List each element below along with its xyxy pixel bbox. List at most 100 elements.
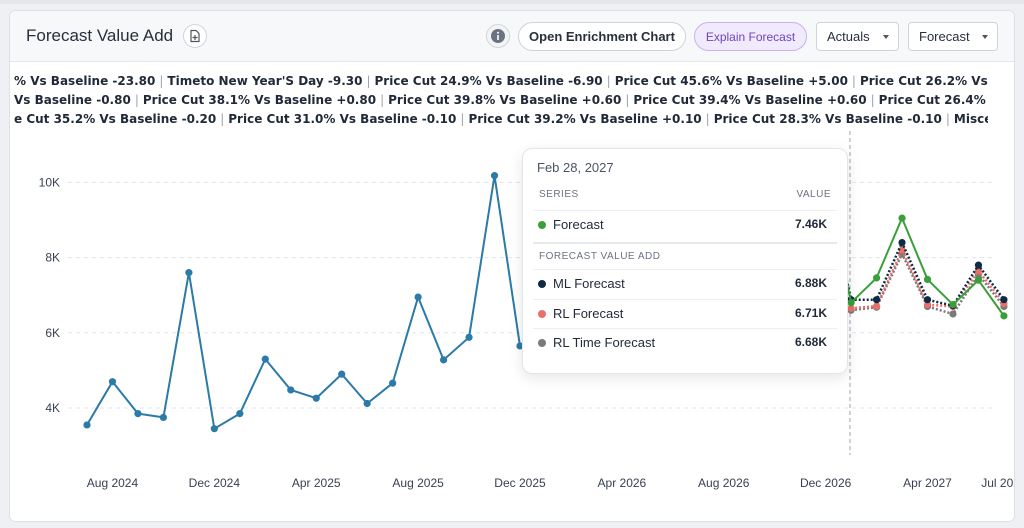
actuals-point: [159, 413, 168, 421]
tooltip-series-name: Forecast: [553, 217, 604, 232]
rl-time-forecast-point: [949, 310, 957, 318]
actuals-select[interactable]: Actuals: [816, 22, 899, 51]
x-axis-ticks: Aug 2024 Dec 2024 Apr 2025 Aug 2025 Dec 2025…: [87, 476, 1014, 490]
forecast-point: [847, 299, 855, 307]
event-tag: Price Cut 39.2% Vs Baseline +0.10: [468, 112, 702, 126]
actuals-point: [414, 293, 422, 301]
event-annotation-strip: % Vs Baseline -23.80 | Timeto New Year'S D…: [10, 73, 988, 131]
rl-time-forecast-dot-icon: [538, 339, 546, 347]
tooltip-series-value: 6.71K: [794, 306, 827, 320]
rl-forecast-point: [847, 304, 855, 312]
event-row-3: e Cut 35.2% Vs Baseline -0.20 | Price Cut …: [10, 111, 988, 127]
forecast-select-label: Forecast: [919, 29, 970, 44]
ml-forecast-point: [974, 261, 983, 269]
actuals-point: [261, 355, 269, 363]
actuals-point: [210, 425, 218, 433]
tooltip-series-value: 6.88K: [794, 276, 827, 290]
forecast-point: [974, 276, 983, 284]
x-tick-label: Dec 2024: [189, 476, 241, 490]
forecast-value-add-card: Forecast Value Add Open Enrichment Chart…: [9, 10, 1015, 522]
card-header: Forecast Value Add Open Enrichment Chart…: [10, 11, 1014, 62]
actuals-line: [86, 174, 547, 430]
forecast-select[interactable]: Forecast: [908, 22, 998, 51]
actuals-point: [108, 378, 117, 386]
x-tick-label: Jul 2027: [981, 476, 1014, 490]
info-button[interactable]: [486, 24, 510, 48]
x-tick-label: Apr 2027: [903, 476, 952, 490]
x-tick-label: Aug 2024: [87, 476, 139, 490]
event-tag: Price Cut 26.4% Vs Baseline -0.60: [878, 93, 988, 107]
chevron-down-icon: [982, 35, 988, 39]
actuals-point: [363, 399, 371, 408]
tooltip-value-header: VALUE: [796, 189, 831, 200]
forecast-line: [824, 182, 1005, 317]
y-tick-label: 6K: [45, 326, 60, 340]
x-tick-label: Aug 2026: [698, 476, 750, 490]
y-tick-label: 4K: [45, 401, 60, 415]
x-tick-label: Dec 2025: [494, 476, 546, 490]
hover-tooltip: Feb 28, 2027 SERIES VALUE Forecast 7.46K…: [522, 148, 848, 374]
ml-forecast-dot-icon: [538, 280, 546, 288]
ml-forecast-point: [1000, 296, 1008, 304]
event-tag: Timeto New Year'S Day -9.30: [167, 74, 363, 88]
tooltip-series-value: 6.68K: [794, 335, 827, 349]
x-tick-label: Apr 2025: [292, 476, 341, 490]
file-plus-icon: [190, 29, 200, 43]
actuals-point: [490, 172, 499, 180]
open-enrichment-chart-button[interactable]: Open Enrichment Chart: [518, 22, 686, 51]
info-icon: [491, 29, 505, 43]
tooltip-date: Feb 28, 2027: [537, 160, 614, 175]
actuals-point: [389, 379, 397, 387]
tooltip-row-rl-forecast: RL Forecast 6.71K: [533, 299, 837, 328]
tooltip-series-value: 7.46K: [794, 217, 827, 231]
event-tag: % Vs Baseline -23.80: [14, 74, 156, 88]
ml-forecast-point: [898, 238, 906, 247]
actuals-point: [338, 370, 346, 378]
actuals-point: [185, 269, 193, 277]
forecast-point: [872, 274, 881, 282]
ml-forecast-line: [824, 185, 1005, 307]
event-tag: Price Cut 39.4% Vs Baseline +0.60: [633, 93, 867, 107]
y-tick-label: 8K: [45, 251, 60, 265]
tooltip-row-forecast: Forecast 7.46K: [533, 210, 837, 239]
y-axis-ticks: 4K 6K 8K 10K: [39, 175, 60, 415]
forecast-point: [949, 301, 957, 309]
event-tag: Price Cut 39.8% Vs Baseline +0.60: [388, 93, 622, 107]
tooltip-series-name: RL Time Forecast: [553, 335, 656, 350]
rl-forecast-dot-icon: [538, 310, 546, 318]
x-tick-label: Aug 2025: [392, 476, 444, 490]
tooltip-series-header: SERIES: [539, 189, 579, 200]
event-tag: Vs Baseline -0.80: [14, 93, 131, 107]
event-tag: Price Cut 38.1% Vs Baseline +0.80: [142, 93, 377, 107]
x-tick-label: Dec 2026: [800, 476, 852, 490]
actuals-point: [516, 342, 524, 350]
actuals-point: [287, 386, 295, 394]
event-tag: e Cut 35.2% Vs Baseline -0.20: [14, 112, 217, 126]
tooltip-series-name: ML Forecast: [553, 276, 625, 291]
y-tick-label: 10K: [39, 175, 60, 189]
tooltip-row-ml-forecast: ML Forecast 6.88K: [533, 269, 837, 298]
export-file-button[interactable]: [183, 24, 207, 48]
actuals-point: [134, 410, 142, 418]
explain-forecast-button[interactable]: Explain Forecast: [694, 22, 807, 51]
actuals-point: [465, 333, 473, 341]
card-title: Forecast Value Add: [26, 26, 174, 45]
forecast-point: [923, 275, 932, 284]
tooltip-header-row: SERIES VALUE: [539, 189, 831, 200]
series-layer: [83, 172, 1008, 433]
forecast-point: [898, 214, 906, 222]
event-tag: Price Cut 31.0% Vs Baseline -0.10: [228, 112, 457, 126]
event-row-1: % Vs Baseline -23.80 | Timeto New Year'S D…: [10, 73, 988, 89]
forecast-point: [1000, 312, 1008, 320]
tooltip-section-label: FORECAST VALUE ADD: [539, 251, 661, 262]
actuals-select-label: Actuals: [827, 29, 870, 44]
actuals-point: [83, 421, 91, 429]
event-tag: Price Cut 26.2% Vs Baseline +3.60: [859, 74, 988, 88]
tooltip-divider: [533, 242, 837, 244]
ml-forecast-point: [872, 296, 881, 304]
top-edge: [0, 0, 1024, 4]
actuals-point: [236, 410, 244, 418]
event-tag: Price Cut 24.9% Vs Baseline -6.90: [374, 74, 603, 88]
tooltip-series-name: RL Forecast: [553, 306, 624, 321]
actuals-point: [439, 356, 448, 364]
